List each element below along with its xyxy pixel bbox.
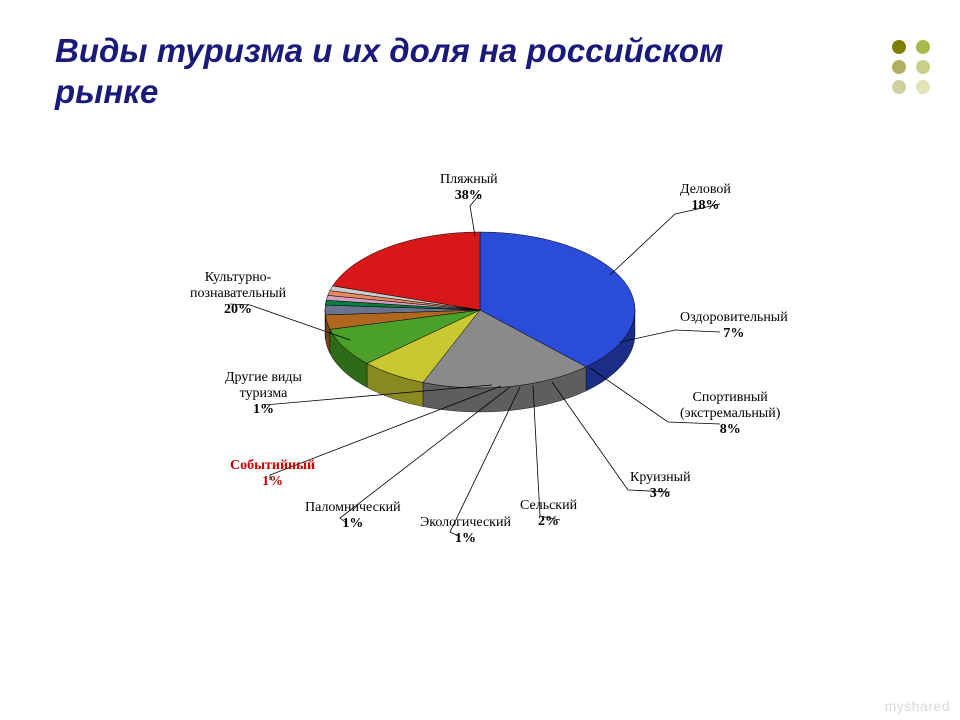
slice-label: Пляжный38% (440, 172, 498, 204)
slice-label: Круизный3% (630, 470, 691, 502)
slice-label: Оздоровительный7% (680, 310, 788, 342)
watermark: myshared (885, 698, 950, 714)
page-title: Виды туризма и их доля на российском рын… (55, 30, 755, 113)
pie-chart: Пляжный38% Деловой18% Оздоровительный7% Спо… (120, 170, 840, 670)
slice-label: Деловой18% (680, 182, 731, 214)
slice-label: Другие видытуризма1% (225, 370, 302, 418)
slide: { "title": "Виды туризма и их доля на ро… (0, 0, 960, 720)
slice-label: Культурно-познавательный20% (190, 270, 286, 318)
slice-label: Сельский2% (520, 498, 577, 530)
slice-label: Спортивный(экстремальный)8% (680, 390, 780, 438)
slice-label: Экологический1% (420, 515, 511, 547)
slice-label: Событийный1% (230, 458, 315, 490)
corner-dots (886, 40, 930, 100)
slice-label: Паломнический1% (305, 500, 401, 532)
